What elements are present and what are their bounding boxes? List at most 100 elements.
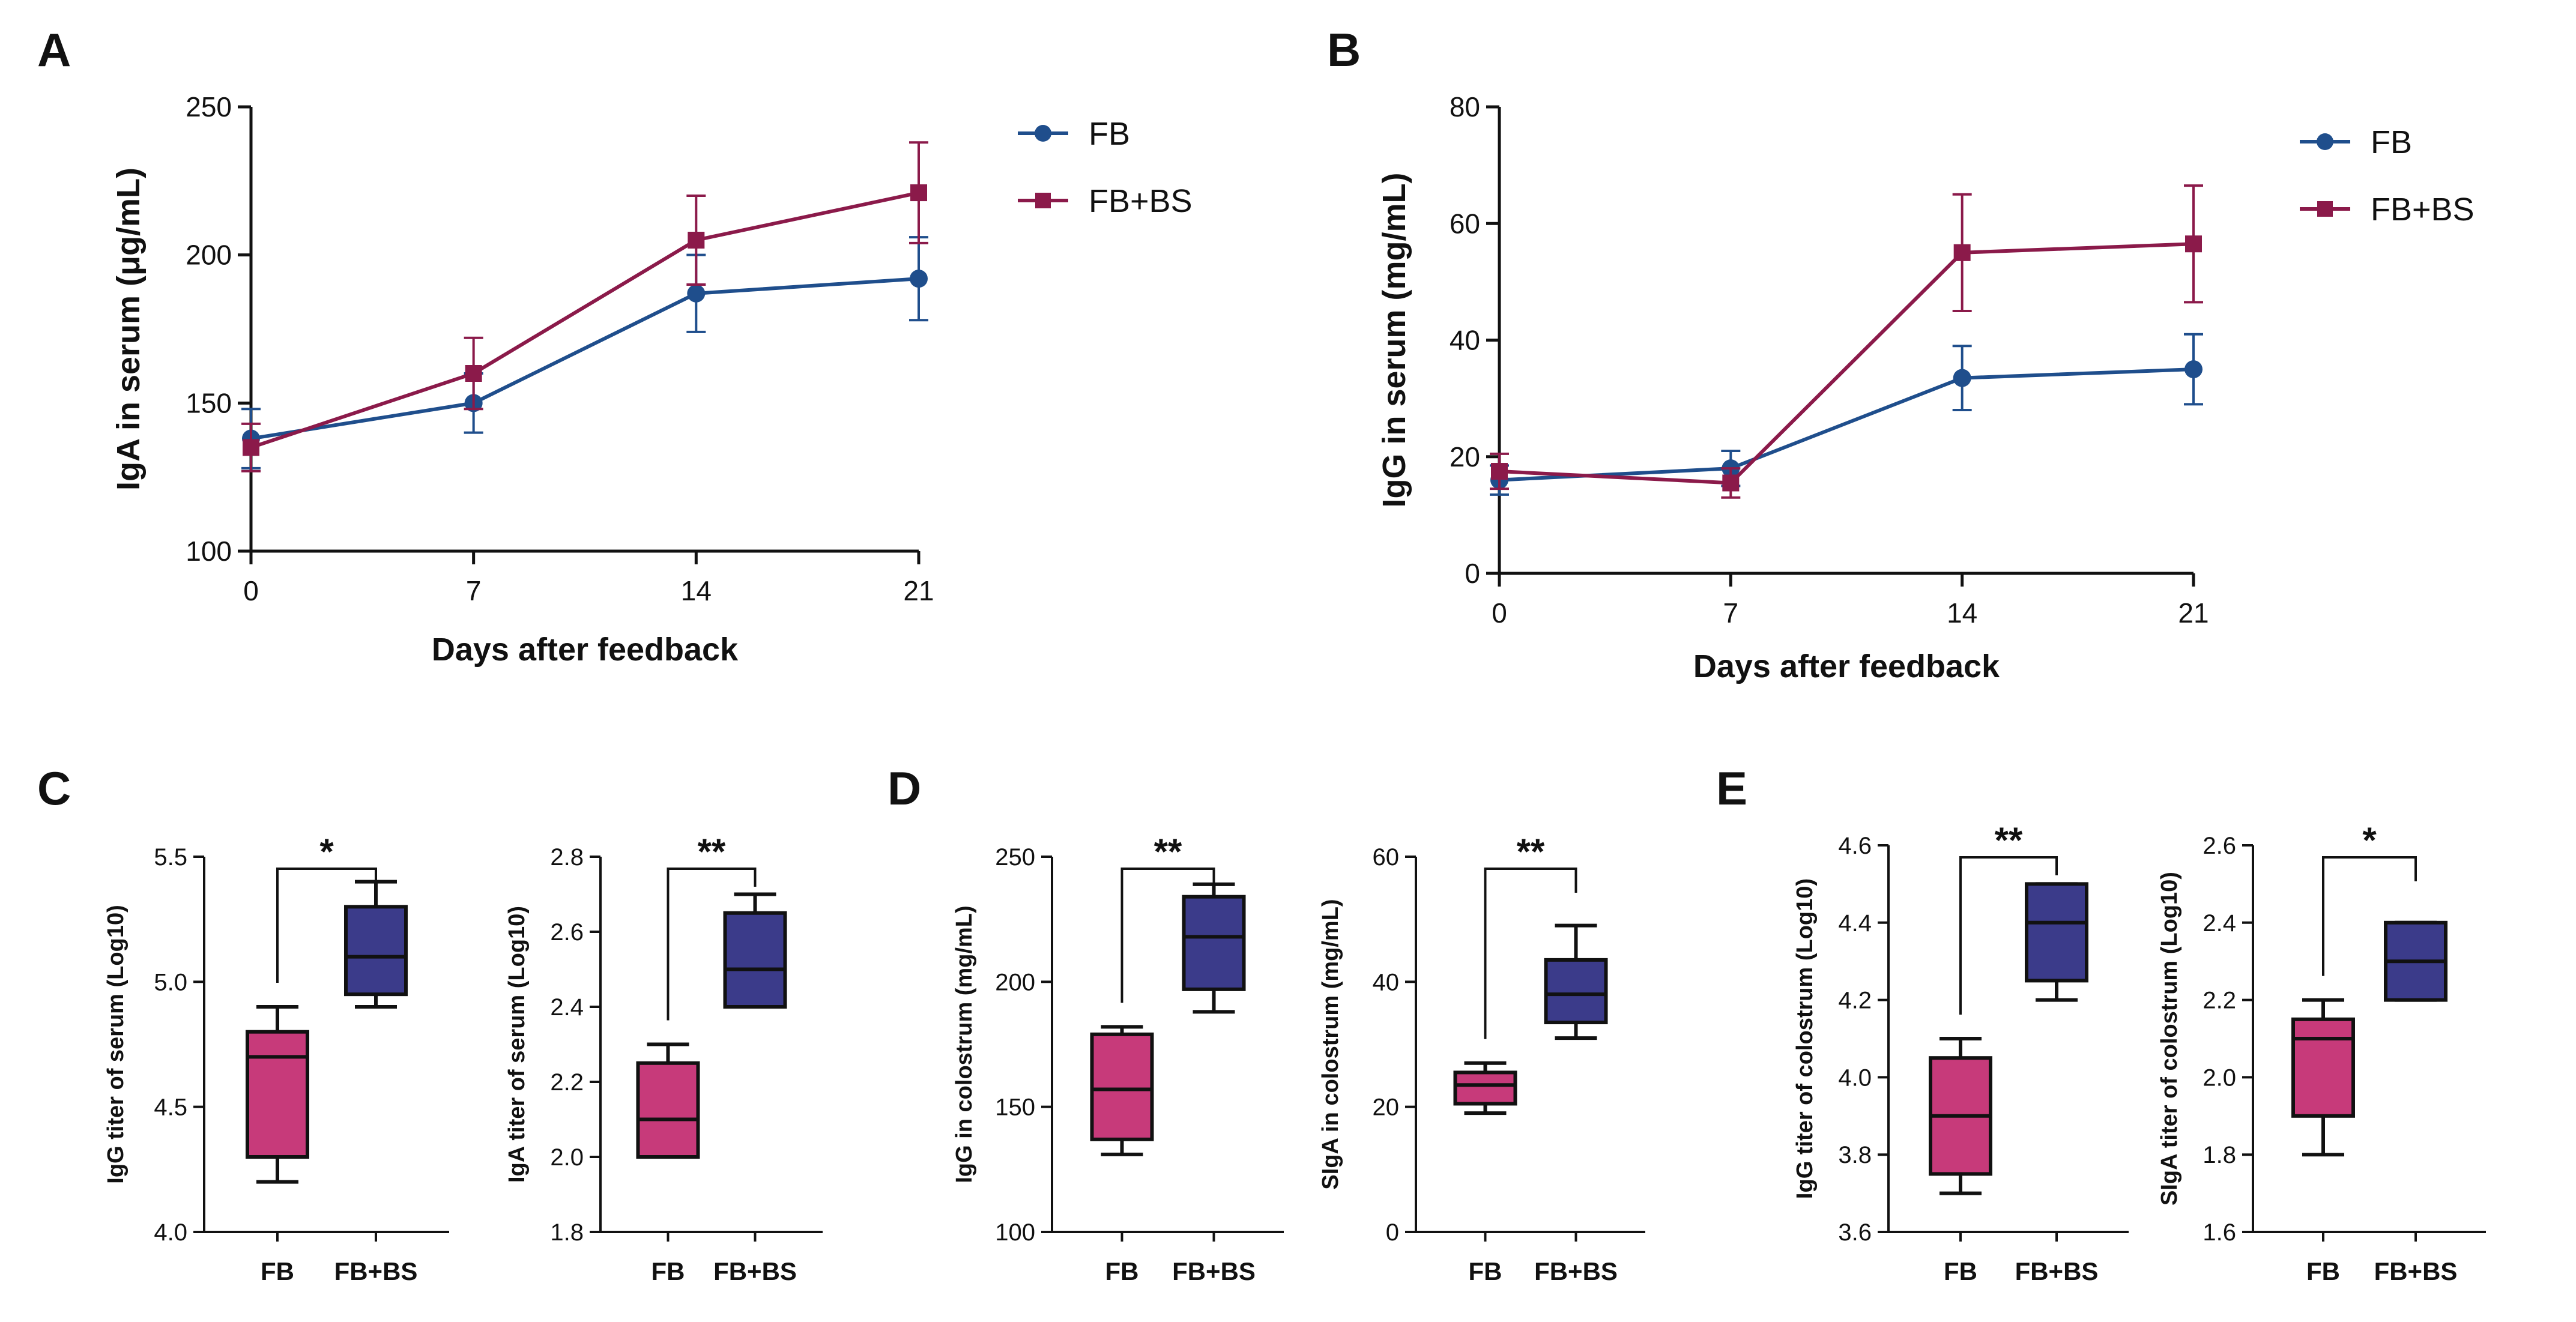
data-point <box>465 365 482 382</box>
y-tick-label: 2.2 <box>2203 988 2236 1014</box>
category-label: FB+BS <box>1172 1257 1256 1285</box>
y-tick-label: 40 <box>1450 325 1480 356</box>
y-tick-label: 150 <box>186 387 232 418</box>
significance-bracket <box>2322 856 2417 976</box>
legend-marker <box>2317 133 2333 150</box>
data-point <box>2185 235 2202 253</box>
box-chart-2: 4.0 4.5 5.0 5.5 IgG titer of serum (Log10) FB… <box>103 832 449 1285</box>
y-axis-title: IgA titer of serum (Log10) <box>504 906 530 1183</box>
data-point <box>243 439 259 456</box>
panel-letter-c: C <box>37 762 71 815</box>
box-fb <box>1090 1032 1154 1141</box>
y-axis-title: IgG titer of serum (Log10) <box>103 905 128 1183</box>
box-chart-6: 3.6 3.8 4.0 4.2 4.4 4.6 IgG titer of colostrum… <box>1792 820 2129 1285</box>
y-tick-label: 2.4 <box>550 994 584 1021</box>
legend-label: FB+BS <box>2371 192 2475 228</box>
category-label: FB+BS <box>1534 1257 1618 1285</box>
data-point <box>1722 474 1740 492</box>
data-point <box>2184 360 2203 379</box>
y-axis-title: SIgA titer of colostrum (Log10) <box>2157 872 2182 1206</box>
x-tick-label: 0 <box>1492 597 1507 629</box>
y-tick-label: 2.8 <box>550 844 584 871</box>
x-tick-label: 7 <box>1723 597 1739 629</box>
legend-marker <box>1035 193 1051 208</box>
data-point <box>1953 244 1971 261</box>
legend-label: FB <box>1089 116 1130 152</box>
legend-label: FB <box>2371 124 2412 160</box>
box-chart-4: 100 150 200 250 IgG in colostrum (mg/mL) FB FB… <box>952 832 1284 1285</box>
panel-letter-d: D <box>887 762 921 815</box>
box-chart-7: 1.6 1.8 2.0 2.2 2.4 2.6 SIgA titer of colostru… <box>2157 820 2486 1285</box>
y-tick-label: 20 <box>1373 1094 1400 1121</box>
category-label: FB+BS <box>334 1257 418 1285</box>
data-point <box>1953 369 1971 387</box>
box-fb <box>246 1030 309 1159</box>
category-label: FB <box>2306 1257 2340 1285</box>
data-point <box>688 232 705 249</box>
y-tick-label: 4.0 <box>154 1219 187 1246</box>
legend-marker <box>2317 201 2333 217</box>
box-fb-bs <box>2025 882 2088 983</box>
significance-marker: ** <box>1995 820 2023 860</box>
significance-marker: * <box>2362 820 2377 860</box>
y-axis-title: IgA in serum (μg/mL) <box>110 168 147 490</box>
y-tick-label: 250 <box>186 91 232 122</box>
category-label: FB <box>1469 1257 1502 1285</box>
y-axis-title: IgG in colostrum (mg/mL) <box>952 905 977 1183</box>
y-tick-label: 60 <box>1450 208 1480 239</box>
significance-marker: ** <box>698 832 726 872</box>
category-label: FB <box>1105 1257 1139 1285</box>
line-chart-b: 0 20 40 60 80 0 7 14 21 Days after feedback IgG in… <box>1376 91 2475 684</box>
line-chart-a: 100 150 200 250 0 7 14 21 Days after feedback IgA… <box>110 91 1193 668</box>
x-tick-label: 7 <box>466 575 482 606</box>
category-label: FB <box>652 1257 685 1285</box>
y-tick-label: 200 <box>186 240 232 271</box>
x-axis-title: Days after feedback <box>1693 648 2000 684</box>
significance-marker: ** <box>1517 832 1545 872</box>
series-line-fb-bs <box>250 191 919 450</box>
y-tick-label: 0 <box>1465 558 1480 589</box>
series-line-fb <box>1499 367 2194 482</box>
box-chart-3: 1.8 2.0 2.2 2.4 2.6 2.8 IgA titer of serum (Lo… <box>504 832 823 1285</box>
y-tick-label: 4.4 <box>1838 910 1872 937</box>
x-tick-label: 21 <box>903 575 934 606</box>
y-tick-label: 2.6 <box>2203 833 2236 859</box>
x-tick-label: 14 <box>1947 597 1977 629</box>
x-tick-label: 21 <box>2178 597 2209 629</box>
significance-bracket <box>667 868 757 1021</box>
panel-letter-b: B <box>1327 23 1361 76</box>
y-tick-label: 4.6 <box>1838 833 1872 859</box>
data-point <box>1491 463 1508 480</box>
box-chart-5: 0 20 40 60 SIgA in colostrum (mg/mL) FB FB+BS *… <box>1318 832 1645 1285</box>
y-tick-label: 5.5 <box>154 844 187 871</box>
box-fb-bs <box>723 911 787 1009</box>
series-line-fb-bs <box>1499 242 2194 485</box>
box-fb-bs <box>344 905 408 997</box>
category-label: FB <box>261 1257 294 1285</box>
legend-marker <box>1035 125 1051 142</box>
y-tick-label: 2.6 <box>550 919 584 946</box>
box-fb <box>636 1061 700 1159</box>
y-axis-title: IgG titer of colostrum (Log10) <box>1792 878 1818 1199</box>
y-tick-label: 250 <box>995 844 1035 871</box>
significance-bracket <box>276 868 377 983</box>
y-tick-label: 2.4 <box>2203 910 2236 937</box>
data-point <box>910 270 928 288</box>
panel-letter-a: A <box>37 23 71 76</box>
y-tick-label: 3.8 <box>1838 1142 1872 1168</box>
category-label: FB <box>1944 1257 1977 1285</box>
data-point <box>687 284 706 303</box>
panel-letter-e: E <box>1716 762 1747 815</box>
category-label: FB+BS <box>2374 1257 2458 1285</box>
y-tick-label: 0 <box>1386 1219 1399 1246</box>
y-tick-label: 80 <box>1450 91 1480 122</box>
series-line-fb <box>250 277 919 441</box>
y-tick-label: 4.0 <box>1838 1064 1872 1091</box>
y-tick-label: 150 <box>995 1094 1035 1121</box>
y-tick-label: 100 <box>995 1219 1035 1246</box>
y-tick-label: 1.8 <box>550 1219 584 1246</box>
y-tick-label: 5.0 <box>154 969 187 995</box>
y-tick-label: 2.0 <box>550 1144 584 1171</box>
